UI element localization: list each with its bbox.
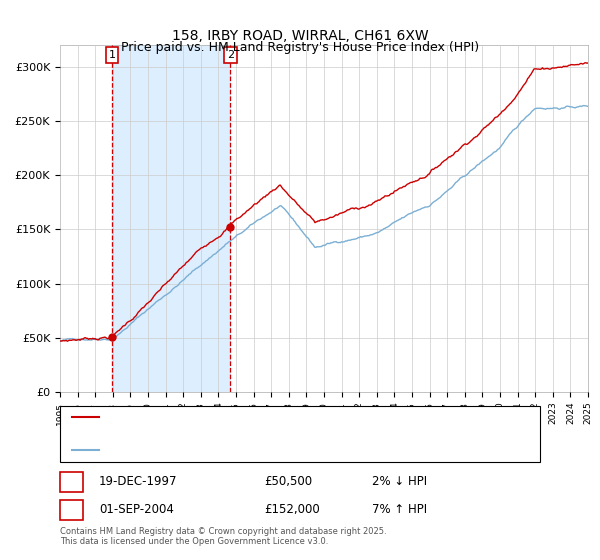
Text: 01-SEP-2004: 01-SEP-2004 — [99, 503, 174, 516]
Text: Price paid vs. HM Land Registry's House Price Index (HPI): Price paid vs. HM Land Registry's House … — [121, 41, 479, 54]
Text: 2: 2 — [67, 503, 76, 516]
Bar — [112, 45, 230, 392]
Text: 2: 2 — [227, 50, 234, 60]
Text: 1: 1 — [109, 50, 116, 60]
Text: Contains HM Land Registry data © Crown copyright and database right 2025.
This d: Contains HM Land Registry data © Crown c… — [60, 526, 386, 546]
Text: £50,500: £50,500 — [264, 475, 312, 488]
Text: HPI: Average price, semi-detached house, Wirral: HPI: Average price, semi-detached house,… — [105, 445, 358, 455]
Text: 158, IRBY ROAD, WIRRAL, CH61 6XW: 158, IRBY ROAD, WIRRAL, CH61 6XW — [172, 29, 428, 44]
Text: 2% ↓ HPI: 2% ↓ HPI — [372, 475, 427, 488]
Text: 19-DEC-1997: 19-DEC-1997 — [99, 475, 178, 488]
Text: 1: 1 — [67, 475, 76, 488]
Text: £152,000: £152,000 — [264, 503, 320, 516]
Text: 158, IRBY ROAD, WIRRAL, CH61 6XW (semi-detached house): 158, IRBY ROAD, WIRRAL, CH61 6XW (semi-d… — [105, 412, 421, 422]
Text: 7% ↑ HPI: 7% ↑ HPI — [372, 503, 427, 516]
